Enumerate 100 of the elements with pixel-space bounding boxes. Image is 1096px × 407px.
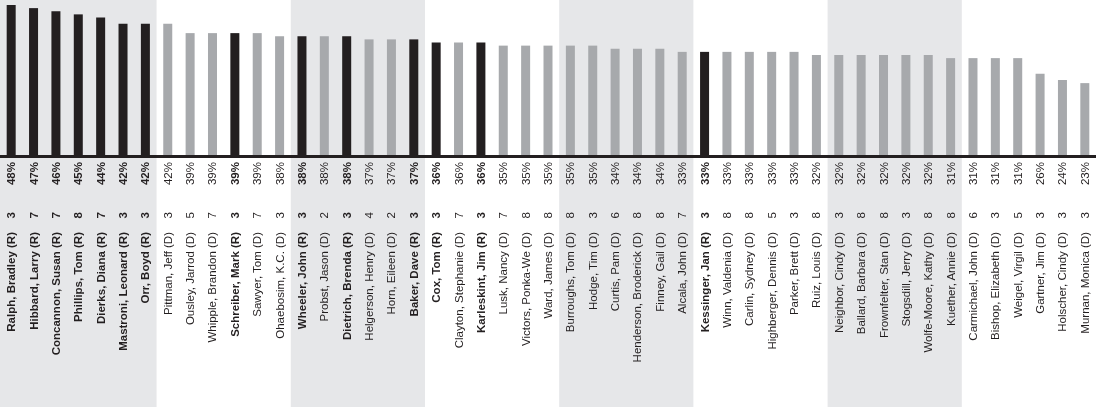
data-label: 31%	[1011, 162, 1024, 186]
bar	[588, 45, 598, 155]
text: 2	[318, 212, 331, 219]
bar	[923, 55, 933, 155]
data-label: 33%	[720, 162, 733, 186]
data-label: 48%	[5, 162, 18, 186]
bar	[207, 33, 217, 155]
data-label: 32%	[922, 162, 935, 186]
data-label: 46%	[49, 162, 62, 186]
bar	[1080, 83, 1090, 155]
x-tick-label: Weigel, Virgil (D)	[1011, 231, 1024, 318]
x-tick-label: Orr, Boyd (R)	[139, 231, 152, 304]
data-label: 33%	[698, 162, 711, 186]
data-label: 34%	[653, 162, 666, 186]
data-label: 39%	[251, 162, 264, 186]
text: 3	[899, 212, 912, 219]
x-tick-label: Finney, Gail (D)	[653, 231, 666, 312]
bar	[990, 58, 1000, 155]
data-label: 35%	[542, 162, 554, 186]
text: 7	[676, 212, 689, 219]
text: 8	[542, 212, 554, 219]
x-tick-label: Carmichael, John (D)	[966, 231, 979, 341]
text: 8	[720, 212, 733, 219]
data-label: 31%	[989, 162, 1002, 186]
data-label: 39%	[228, 162, 241, 186]
data-label: 26%	[1034, 162, 1047, 186]
data-label: 42%	[117, 162, 130, 186]
bar	[275, 36, 285, 155]
data-label: 36%	[430, 162, 443, 186]
data-label: 33%	[743, 162, 756, 186]
text: 5	[184, 212, 197, 219]
bar	[901, 55, 911, 155]
bar	[744, 51, 754, 155]
text: 8	[631, 212, 644, 219]
bar	[565, 45, 575, 155]
text: 7	[452, 212, 465, 219]
text: 8	[944, 212, 957, 219]
bar	[722, 51, 732, 155]
text: 6	[966, 212, 979, 219]
x-tick-label: Frownfelter, Stan (D)	[877, 231, 890, 339]
text: 3	[340, 212, 353, 219]
text: 7	[94, 212, 107, 219]
data-label: 35%	[564, 162, 577, 186]
data-label: 34%	[609, 162, 622, 186]
x-tick-label: Winn, Valdenia (D)	[720, 231, 733, 328]
data-label: 38%	[273, 162, 286, 186]
data-label: 36%	[474, 162, 487, 186]
x-tick-label: Karleskint, Jim (R)	[474, 231, 487, 333]
bar	[1035, 73, 1045, 155]
bar	[879, 55, 889, 155]
data-label: 35%	[519, 162, 532, 186]
text: 3	[832, 212, 845, 219]
bar	[386, 39, 396, 155]
bar	[610, 48, 620, 155]
x-tick-label: Kuether, Annie (D)	[944, 231, 957, 326]
data-label: 34%	[631, 162, 644, 186]
data-label: 33%	[765, 162, 778, 186]
text: 3	[698, 212, 711, 219]
text: 2	[385, 212, 398, 219]
x-tick-label: Concannon, Susan (R)	[49, 231, 62, 356]
x-tick-label: Sawyer, Tom (D)	[251, 231, 264, 317]
x-tick-label: Cox, Tom (R)	[430, 231, 443, 303]
x-tick-label: Bishop, Elizabeth (D)	[989, 231, 1002, 341]
bar	[163, 23, 173, 155]
text: 8	[72, 211, 85, 219]
bar	[185, 33, 195, 155]
data-label: 32%	[877, 162, 890, 186]
x-tick-label: Phillips, Tom (R)	[72, 231, 85, 322]
text: 8	[519, 212, 532, 219]
bar	[454, 42, 464, 155]
data-label: 39%	[206, 162, 219, 186]
bar	[498, 45, 508, 155]
text: 3	[989, 212, 1002, 219]
text: 3	[586, 212, 599, 219]
data-label: 38%	[295, 162, 308, 186]
text: 3	[117, 212, 130, 219]
bar	[1057, 80, 1067, 155]
data-label: 32%	[810, 162, 823, 186]
data-label: 31%	[944, 162, 957, 186]
x-tick-label: Victors, Ponka-We (D)	[519, 231, 532, 346]
data-label: 35%	[497, 162, 510, 186]
bar	[767, 51, 777, 155]
x-tick-label: Whipple, Brandon (D)	[206, 231, 219, 343]
text: 3	[228, 212, 241, 219]
x-tick-label: Pittman, Jeff (D)	[161, 231, 174, 315]
x-tick-label: Alcala, John (D)	[676, 231, 689, 314]
text: 4	[363, 211, 376, 219]
data-label: 24%	[1056, 162, 1069, 186]
x-tick-label: Gartner, Jim (D)	[1034, 231, 1047, 314]
data-label: 31%	[966, 162, 979, 186]
bar	[946, 58, 956, 155]
text: 5	[765, 212, 778, 219]
bar	[856, 55, 866, 155]
x-tick-label: Schreiber, Mark (R)	[228, 231, 241, 337]
bar	[364, 39, 374, 155]
data-label: 39%	[184, 162, 197, 186]
bar	[543, 45, 553, 155]
bar	[677, 51, 687, 155]
x-tick-label: Highberger, Dennis (D)	[765, 231, 778, 350]
bar	[834, 55, 844, 155]
